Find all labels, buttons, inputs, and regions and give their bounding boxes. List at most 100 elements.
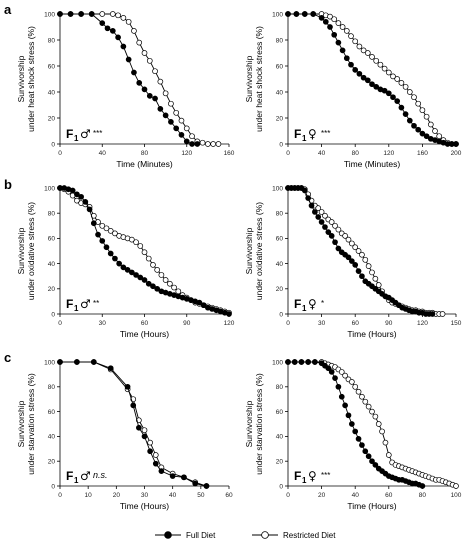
full-diet-point (203, 483, 210, 489)
y-axis-label-line1: Survivorship (244, 55, 254, 102)
restricted-diet-point (131, 28, 137, 34)
full-diet-point (82, 199, 89, 205)
restricted-diet-point (103, 225, 110, 232)
restricted-diet-point (147, 439, 153, 446)
annotation-generation-sub: 1 (74, 134, 79, 143)
full-diet-point (90, 220, 97, 227)
restricted-diet-point (439, 311, 446, 317)
restricted-diet-point (427, 121, 434, 128)
full-diet-point (131, 69, 137, 76)
full-diet-point (429, 311, 436, 317)
full-diet-point (125, 56, 132, 63)
panel-letter-c: c (4, 350, 11, 365)
restricted-diet-point (355, 388, 362, 395)
restricted-diet-point (379, 428, 385, 435)
x-tick-label: 120 (181, 150, 192, 157)
full-diet-point (355, 436, 362, 442)
annotation-significance: ** (93, 299, 99, 308)
x-tick-label: 40 (318, 150, 326, 157)
restricted-diet-point (352, 244, 359, 251)
y-tick-label: 20 (48, 115, 56, 122)
full-diet-point (322, 224, 328, 230)
restricted-diet-point (360, 47, 367, 54)
full-diet-point (325, 365, 332, 372)
y-tick-label: 40 (48, 89, 56, 96)
full-diet-point (315, 214, 322, 220)
restricted-diet-point (365, 263, 372, 269)
restricted-diet-point (356, 43, 363, 50)
x-tick-label: 30 (141, 492, 149, 499)
restricted-diet-point (345, 236, 352, 243)
restricted-diet-point (377, 61, 384, 68)
full-diet-point (86, 206, 93, 213)
restricted-diet-point (402, 83, 409, 90)
full-diet-point (293, 11, 300, 17)
full-diet-point (356, 70, 363, 77)
full-diet-point (342, 402, 348, 409)
restricted-diet-line (60, 361, 207, 487)
full-diet-point (318, 15, 325, 21)
y-tick-label: 80 (48, 384, 56, 391)
x-tick-label: 0 (286, 492, 290, 499)
full-diet-point (322, 18, 329, 25)
restricted-diet-point (141, 50, 148, 56)
annotation-generation: F (66, 469, 73, 483)
restricted-diet-line (288, 361, 457, 487)
annotation-generation-sub: 1 (302, 134, 307, 143)
x-tick-label: 80 (419, 492, 427, 499)
y-tick-label: 0 (51, 141, 55, 148)
restricted-diet-point (150, 262, 156, 268)
full-diet-point (88, 11, 95, 17)
full-diet-point (285, 359, 291, 365)
x-axis-label: Time (Minutes) (116, 159, 173, 169)
legend-restricted-label: Restricted Diet (283, 531, 336, 540)
full-diet-point (104, 25, 111, 32)
full-diet-point (200, 302, 207, 309)
x-tick-label: 60 (385, 492, 393, 499)
annotation-generation: F (294, 469, 301, 483)
chart-c-male: 0 10 20 30 40 50 60 0 20 40 60 80 100 Time (Hours) Sur… (16, 359, 233, 511)
full-diet-point (312, 359, 318, 365)
full-diet-point (305, 195, 312, 201)
full-diet-line (60, 13, 198, 145)
full-diet-point (372, 462, 379, 468)
full-diet-point (453, 141, 459, 147)
chart-c-female: 0 20 40 60 80 100 0 20 40 60 80 100 Time (Hours) Surv… (244, 359, 462, 511)
full-diet-point (162, 112, 169, 119)
restricted-diet-point (372, 413, 379, 420)
restricted-diet-point (315, 205, 322, 212)
full-diet-point (332, 375, 338, 381)
annotation-significance: *** (321, 129, 330, 138)
full-diet-point (360, 74, 367, 81)
restricted-diet-point (168, 100, 174, 107)
full-diet-point (394, 98, 401, 104)
x-tick-label: 60 (141, 320, 149, 327)
full-diet-point (120, 264, 127, 271)
restricted-diet-point (173, 109, 180, 116)
restricted-diet-point (348, 33, 354, 39)
full-diet-point (352, 67, 359, 73)
restricted-diet-point (99, 222, 106, 229)
chart-a-female: 0 40 80 120 160 200 0 20 40 60 80 100 Time (Minutes)… (244, 11, 462, 169)
restricted-diet-point (215, 141, 222, 147)
x-tick-label: 120 (383, 150, 394, 157)
full-diet-point (57, 11, 63, 17)
full-diet-line (60, 361, 207, 487)
full-diet-point (128, 269, 135, 276)
x-tick-label: 120 (417, 320, 428, 327)
restricted-diet-point (338, 369, 345, 375)
chart-b-male: 0 30 60 90 120 0 20 40 60 80 100 Time (Hours) Surviv… (16, 185, 235, 339)
full-diet-point (338, 393, 345, 400)
y-tick-label: 100 (272, 11, 283, 18)
restricted-diet-point (162, 277, 169, 283)
full-diet-point (107, 365, 114, 372)
y-tick-label: 0 (279, 141, 283, 148)
full-diet-point (385, 90, 392, 97)
y-axis-label-line2: under oxidative stress (%) (26, 202, 36, 300)
x-tick-label: 90 (385, 320, 393, 327)
y-tick-label: 20 (276, 115, 284, 122)
restricted-diet-point (352, 383, 359, 390)
y-tick-label: 100 (44, 11, 55, 18)
restricted-diet-point (152, 452, 159, 458)
full-diet-point (419, 483, 426, 489)
